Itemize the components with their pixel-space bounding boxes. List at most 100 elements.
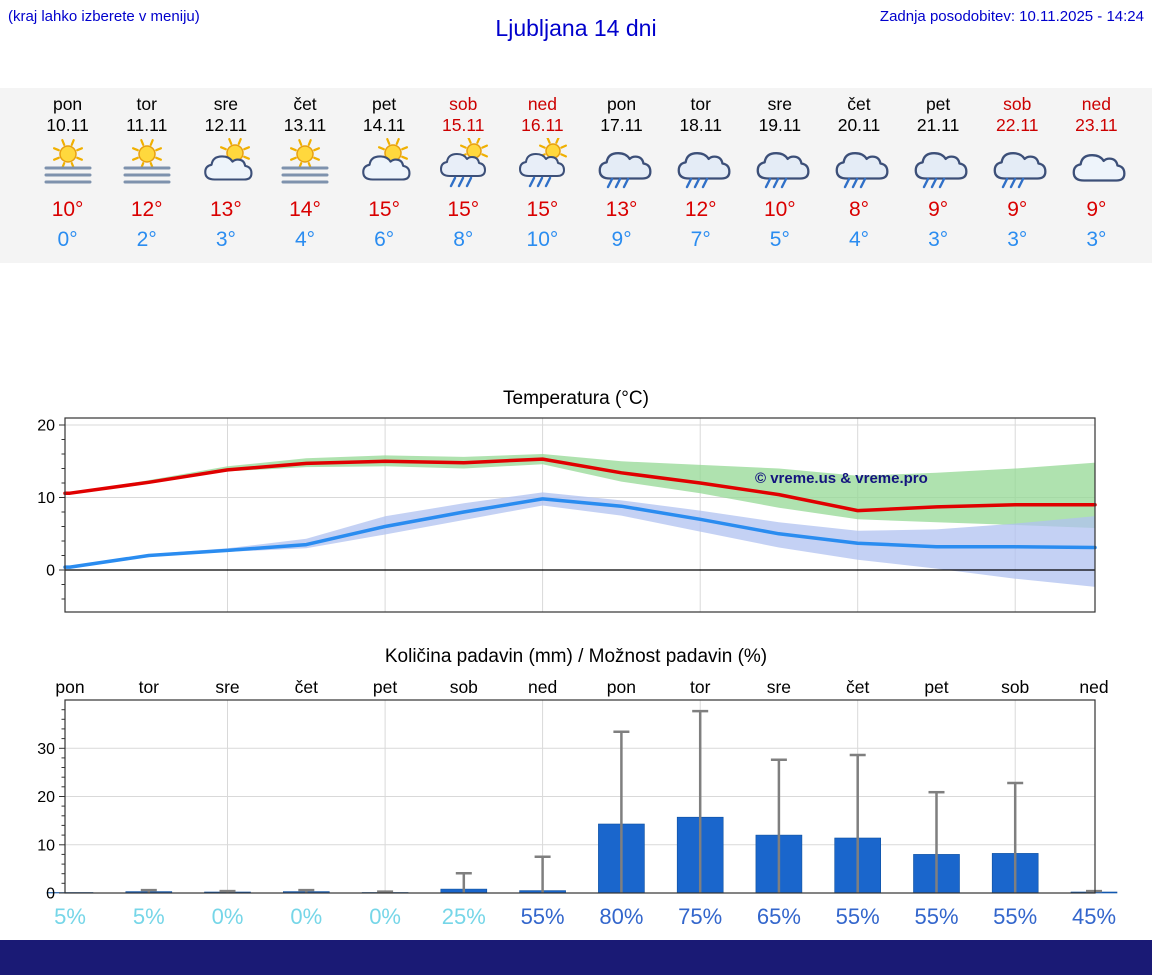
svg-text:pet: pet (924, 677, 948, 697)
low-temperature: 4° (848, 228, 870, 251)
forecast-day-strip: pon 10.11 10° 0° tor 11.11 12° 2° sre 12.11 13° 3°… (0, 88, 1152, 263)
precip-percent: 0% (290, 904, 322, 929)
precip-whiskers (140, 709, 1102, 893)
low-temperature: 5° (769, 228, 790, 251)
day-date: 10.11 (46, 115, 89, 135)
day-name: pet (371, 94, 397, 114)
sun-fog-icon (28, 138, 107, 194)
low-temperature: 3° (1086, 228, 1107, 251)
day-name: čet (293, 94, 317, 114)
high-temperature: 13° (209, 198, 242, 221)
temperature-chart-title: Temperatura (°C) (503, 388, 649, 409)
day-date: 23.11 (1075, 115, 1118, 135)
svg-text:ned: ned (528, 677, 557, 697)
day-name: sob (1003, 94, 1032, 114)
forecast-day-15.11: sob 15.11 15° 8° (424, 94, 503, 263)
high-temperature: 9° (1086, 198, 1107, 221)
precip-percent: 55% (914, 904, 958, 929)
svg-text:tor: tor (139, 677, 160, 697)
svg-text:tor: tor (690, 677, 711, 697)
high-temperature: 14° (289, 198, 321, 221)
temp-y-axis: 0 10 20 (37, 418, 65, 600)
precip-percent: 5% (133, 904, 165, 929)
day-date: 11.11 (126, 115, 168, 135)
precip-percent: 65% (757, 904, 801, 929)
day-name: pon (606, 94, 637, 114)
day-date: 18.11 (679, 115, 722, 135)
low-temperature: 9° (611, 228, 632, 251)
precip-day-labels: pon tor sre čet pet sob ned pon tor sre čet pet sob n… (55, 677, 1108, 697)
day-name: ned (527, 94, 558, 114)
svg-text:10: 10 (37, 837, 55, 854)
precip-percent: 55% (993, 904, 1037, 929)
precip-y-axis: 0 10 20 30 (37, 709, 65, 903)
forecast-day-11.11: tor 11.11 12° 2° (107, 94, 186, 263)
day-name: sob (449, 94, 478, 114)
menu-hint-text: (kraj lahko izberete v meniju) (8, 8, 200, 25)
day-name: tor (690, 94, 711, 114)
day-date: 20.11 (837, 115, 881, 135)
day-date: 12.11 (204, 115, 248, 135)
svg-text:sre: sre (215, 677, 239, 697)
day-date: 19.11 (758, 115, 802, 135)
precip-percent: 0% (212, 904, 244, 929)
cloud-icon (1057, 138, 1136, 194)
day-name: čet (847, 94, 871, 114)
max-temperature-range-band (65, 454, 1095, 528)
day-name: pet (925, 94, 951, 114)
day-date: 22.11 (996, 115, 1039, 135)
sun-fog-icon (107, 138, 186, 194)
high-temperature: 12° (130, 198, 163, 221)
high-temperature: 13° (605, 198, 638, 221)
svg-text:0: 0 (46, 886, 55, 903)
high-temperature: 8° (848, 198, 870, 221)
day-date: 21.11 (916, 115, 960, 135)
cloud-rain-icon (899, 138, 978, 194)
svg-text:čet: čet (846, 677, 869, 697)
watermark: © vreme.us & vreme.pro (755, 470, 928, 487)
cloud-rain-icon (740, 138, 819, 194)
high-temperature: 15° (368, 198, 401, 221)
forecast-day-19.11: sre 19.11 10° 5° (740, 94, 819, 263)
precipitation-chart-title: Količina padavin (mm) / Možnost padavin … (384, 646, 768, 667)
precip-percent-labels: 5% 5% 0% 0% 0% 25% 55% 80% 75% 65% 55% 55% 55% 45% (54, 904, 1116, 929)
precip-percent: 55% (836, 904, 880, 929)
low-temperature: 10° (526, 228, 559, 251)
svg-text:pon: pon (607, 677, 636, 697)
low-temperature: 0° (57, 228, 78, 251)
min-temperature-line (63, 497, 1097, 569)
precip-percent: 5% (54, 904, 86, 929)
day-name: sre (213, 94, 238, 114)
precip-percent: 75% (678, 904, 722, 929)
day-date: 13.11 (283, 115, 327, 135)
high-temperature: 12° (684, 198, 717, 221)
forecast-day-18.11: tor 18.11 12° 7° (661, 94, 740, 263)
forecast-day-21.11: pet 21.11 9° 3° (899, 94, 978, 263)
precip-percent: 55% (521, 904, 565, 929)
day-name: sre (767, 94, 792, 114)
temperature-chart: 0 10 20 © vreme.us & vreme.pro (37, 417, 1097, 613)
cloud-rain-icon (582, 138, 661, 194)
low-temperature: 4° (294, 228, 316, 251)
svg-text:30: 30 (37, 741, 55, 758)
svg-text:sob: sob (450, 677, 478, 697)
last-updated-text: Zadnja posodobitev: 10.11.2025 - 14:24 (879, 8, 1144, 25)
low-temperature: 6° (374, 228, 395, 251)
high-temperature: 9° (928, 198, 949, 221)
svg-text:čet: čet (295, 677, 318, 697)
cloud-rain-icon (819, 138, 898, 194)
precip-percent: 45% (1072, 904, 1116, 929)
svg-text:20: 20 (37, 789, 55, 806)
high-temperature: 10° (763, 198, 796, 221)
day-date: 17.11 (600, 115, 643, 135)
day-name: tor (136, 94, 157, 114)
svg-text:pet: pet (373, 677, 397, 697)
sun-cloud-rain-icon (424, 137, 503, 194)
forecast-day-22.11: sob 22.11 9° 3° (978, 94, 1057, 263)
min-temperature-range-band (65, 492, 1095, 587)
svg-text:20: 20 (37, 418, 55, 435)
high-temperature: 10° (51, 198, 84, 221)
sun-cloud-rain-icon (503, 137, 582, 194)
forecast-day-12.11: sre 12.11 13° 3° (186, 94, 265, 263)
max-temperature-line (63, 457, 1097, 513)
